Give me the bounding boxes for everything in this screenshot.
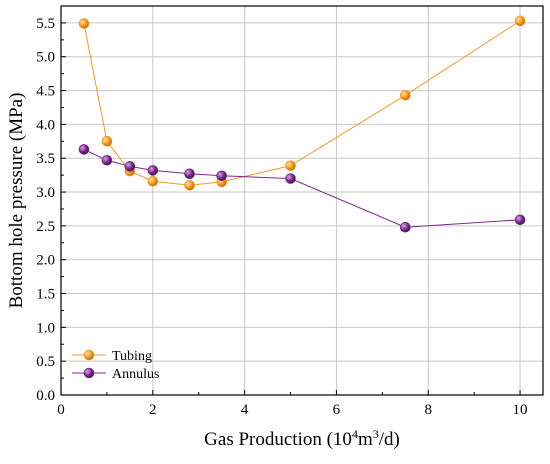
x-tick-label: 4 (241, 402, 249, 418)
data-point-tubing (147, 175, 159, 187)
series-tubing (78, 15, 526, 191)
data-point-tubing (399, 90, 411, 101)
x-tick-label: 2 (149, 402, 157, 418)
x-tick-label: 6 (333, 402, 341, 418)
grid (61, 6, 543, 395)
y-tick-label: 1.5 (36, 287, 55, 303)
data-point-annulus (147, 165, 159, 176)
x-axis-title: Gas Production (104m3/d) (204, 427, 400, 450)
data-point-annulus (101, 154, 113, 166)
y-tick-label: 3.0 (36, 185, 55, 201)
x-tick-label: 0 (57, 402, 65, 418)
x-tick-label: 10 (513, 402, 528, 418)
y-tick-label: 4.0 (36, 117, 55, 133)
data-point-tubing (184, 179, 195, 191)
series-layer (78, 15, 526, 233)
y-tick-label: 4.5 (36, 84, 55, 100)
y-tick-label: 2.0 (36, 253, 55, 269)
data-point-annulus (399, 221, 411, 233)
y-tick-label: 1.0 (36, 320, 55, 336)
legend-label-annulus: Annulus (112, 367, 159, 382)
plot-frame (60, 5, 544, 396)
data-point-tubing (285, 160, 296, 171)
legend-marker-annulus (83, 367, 95, 379)
y-tick-label: 2.5 (36, 219, 55, 235)
data-point-annulus (124, 161, 136, 172)
series-line-annulus (83, 148, 521, 228)
y-axis-title: Bottom hole pressure (MPa) (6, 93, 27, 309)
series-annulus (78, 144, 526, 233)
y-tick-label: 0.5 (36, 354, 55, 370)
legend-marker-tubing (83, 349, 95, 361)
x-tick-label: 8 (424, 402, 432, 418)
legend-label-tubing: Tubing (112, 349, 152, 364)
y-tick-label: 3.5 (36, 151, 55, 167)
legend: Tubing Annulus (72, 349, 159, 382)
axes: 0 2 4 6 8 10 0.0 0.5 1.0 1.5 2.0 2.5 3.0 3.5 4.0 4.5 5.0… (36, 16, 527, 418)
data-point-tubing (78, 18, 90, 29)
data-point-annulus (285, 173, 296, 184)
data-point-annulus (78, 144, 90, 155)
series-line-tubing (83, 20, 521, 186)
data-point-annulus (184, 168, 195, 180)
y-tick-label: 5.5 (36, 16, 55, 32)
y-tick-label: 0.0 (36, 388, 55, 404)
data-point-tubing (101, 136, 113, 147)
data-point-annulus (514, 214, 526, 226)
data-point-tubing (514, 15, 526, 27)
data-point-annulus (216, 170, 227, 182)
y-tick-label: 5.0 (36, 50, 55, 66)
